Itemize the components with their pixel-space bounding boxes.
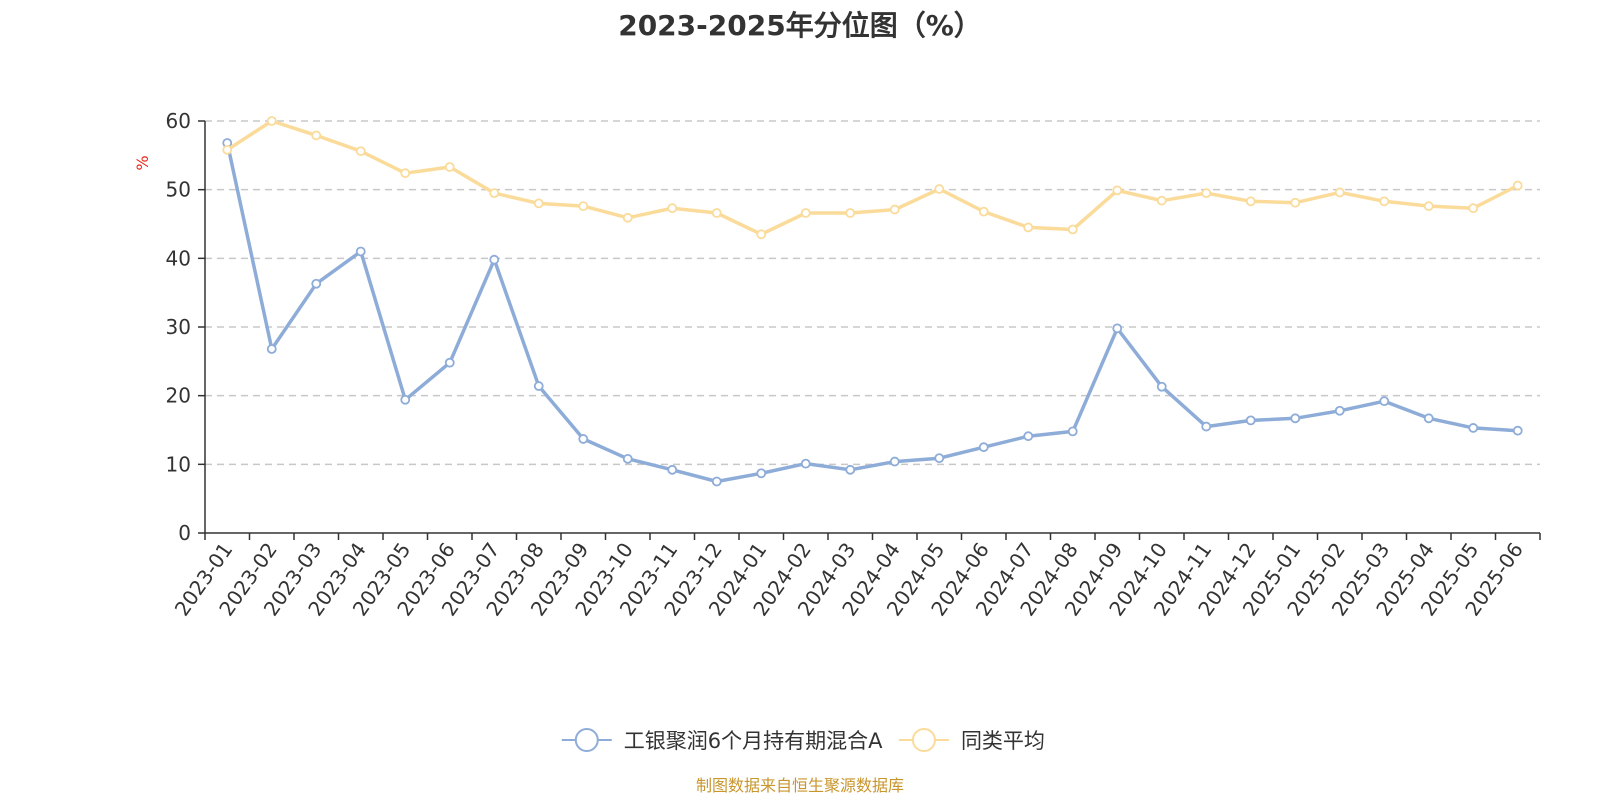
data-point — [266, 116, 277, 126]
data-point — [1290, 413, 1301, 424]
series-lines — [222, 116, 1523, 487]
data-point — [1156, 381, 1167, 392]
data-point — [1423, 413, 1434, 424]
data-point — [1379, 196, 1390, 207]
data-point — [934, 453, 945, 464]
grid-lines — [205, 120, 1540, 466]
data-point — [266, 344, 277, 354]
series-line-1 — [226, 119, 1519, 237]
data-point — [756, 468, 767, 479]
data-point — [1334, 405, 1345, 416]
data-point — [800, 208, 811, 218]
data-point — [311, 278, 322, 289]
data-point — [222, 144, 233, 155]
data-point — [355, 246, 366, 257]
data-point — [1468, 423, 1479, 433]
data-point — [1112, 185, 1123, 196]
data-point — [1156, 195, 1167, 206]
data-point — [1245, 196, 1256, 207]
legend-item-1[interactable]: 同类平均 — [898, 728, 1045, 753]
data-point — [1245, 415, 1256, 426]
data-point — [889, 204, 900, 215]
legend-item-0[interactable]: 工银聚润6个月持有期混合A — [561, 728, 883, 753]
data-point — [889, 456, 900, 467]
data-point — [1379, 396, 1390, 407]
data-point — [711, 476, 722, 487]
data-point — [1067, 224, 1078, 235]
data-point — [1023, 431, 1034, 442]
data-point — [444, 162, 455, 172]
axes: 01020304050602023-012023-022023-032023-0… — [166, 109, 1541, 620]
data-point — [578, 434, 589, 444]
data-point — [978, 206, 989, 217]
data-point — [622, 212, 633, 223]
y-tick-label: 20 — [166, 384, 191, 408]
legend-label: 同类平均 — [961, 729, 1045, 753]
data-point — [355, 146, 366, 157]
legend-marker — [574, 728, 599, 752]
data-point — [1512, 180, 1523, 191]
data-point — [489, 188, 500, 199]
y-tick-label: 60 — [166, 109, 191, 133]
data-point — [667, 203, 678, 214]
data-point — [800, 458, 811, 469]
data-point — [1334, 187, 1345, 198]
data-point — [934, 184, 945, 194]
data-point — [667, 464, 678, 475]
chart-title: 2023-2025年分位图（%） — [618, 9, 982, 42]
series-line-0 — [225, 142, 1518, 484]
data-point — [1423, 201, 1434, 212]
legend-marker — [911, 728, 936, 752]
y-tick-label: 30 — [166, 315, 191, 339]
data-point — [533, 381, 544, 391]
data-point — [1112, 323, 1123, 334]
data-point — [622, 453, 633, 464]
data-point — [400, 168, 411, 179]
data-point — [1201, 188, 1212, 199]
data-point — [533, 198, 544, 209]
data-point — [311, 130, 322, 141]
legend[interactable]: 工银聚润6个月持有期混合A 同类平均 — [561, 728, 1045, 753]
source-note: 制图数据来自恒生聚源数据库 — [695, 776, 904, 795]
y-axis-unit-label: % — [133, 155, 152, 170]
legend-label: 工银聚润6个月持有期混合A — [624, 729, 883, 753]
y-tick-label: 10 — [166, 452, 191, 476]
data-point — [756, 229, 767, 240]
data-point — [978, 442, 989, 453]
data-point — [444, 357, 455, 368]
y-tick-label: 0 — [178, 521, 191, 545]
data-point — [845, 464, 856, 475]
data-point — [845, 208, 856, 218]
data-point — [578, 201, 589, 212]
data-point — [1067, 426, 1078, 437]
data-point — [1023, 222, 1034, 233]
data-point — [1468, 203, 1479, 214]
data-point — [1201, 421, 1212, 432]
y-tick-label: 50 — [166, 178, 191, 202]
data-point — [1290, 197, 1301, 208]
data-point — [1512, 425, 1523, 436]
data-point — [711, 208, 722, 218]
data-point — [489, 254, 500, 265]
data-point — [400, 394, 411, 405]
y-tick-label: 40 — [166, 246, 191, 270]
